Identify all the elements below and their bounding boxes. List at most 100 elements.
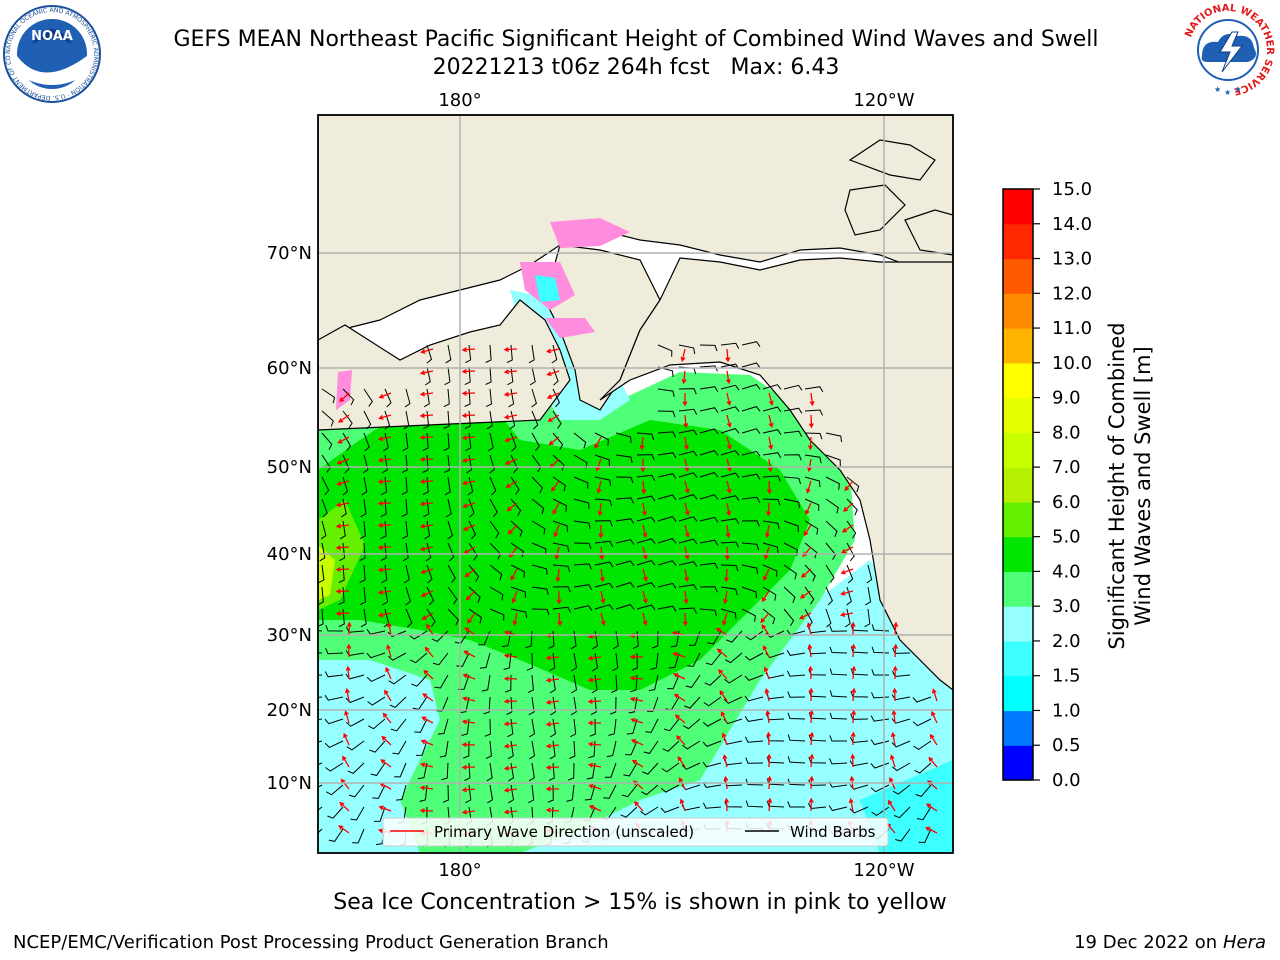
wind-barb bbox=[783, 430, 803, 437]
wind-barb bbox=[531, 498, 545, 515]
wave-direction-arrow bbox=[503, 653, 518, 659]
wave-direction-arrow bbox=[677, 755, 686, 768]
wind-barb bbox=[395, 784, 407, 801]
wave-direction-arrow bbox=[545, 807, 560, 813]
wind-barb bbox=[443, 410, 450, 429]
wind-barb bbox=[829, 690, 848, 698]
wind-barb bbox=[456, 652, 470, 667]
map-axis-labels: 180° 120°W 180° 120°W 70°N 60°N 50°N 40°… bbox=[267, 90, 915, 881]
wave-direction-arrow bbox=[630, 717, 644, 724]
wave-direction-arrow bbox=[420, 568, 434, 575]
colorbar-tick-label: 2.0 bbox=[1052, 631, 1081, 652]
wave-direction-arrow bbox=[808, 436, 813, 451]
wind-barb bbox=[461, 718, 470, 736]
wind-barb bbox=[741, 341, 761, 347]
wind-barb bbox=[657, 538, 677, 544]
wave-direction-arrow bbox=[511, 590, 518, 604]
wave-direction-arrow bbox=[768, 392, 774, 406]
wind-barb bbox=[360, 498, 367, 518]
wave-direction-arrow bbox=[724, 797, 730, 812]
wind-barb bbox=[417, 762, 428, 780]
wave-direction-arrow bbox=[726, 458, 732, 472]
wind-barb bbox=[871, 806, 890, 817]
colorbar-segment bbox=[1003, 536, 1033, 573]
wind-barb bbox=[640, 806, 659, 816]
wind-barb bbox=[510, 476, 520, 495]
wave-direction-arrow bbox=[512, 612, 518, 627]
wind-barb bbox=[912, 696, 932, 703]
wind-barb bbox=[657, 605, 677, 612]
wave-direction-arrow bbox=[842, 502, 854, 512]
wind-barb bbox=[359, 520, 366, 540]
wave-direction-arrow bbox=[464, 568, 476, 578]
wave-direction-arrow bbox=[726, 414, 732, 428]
wind-barb bbox=[684, 696, 701, 709]
wind-barb bbox=[594, 561, 614, 568]
wind-barb bbox=[529, 718, 536, 738]
wind-barb bbox=[338, 586, 345, 605]
wave-direction-arrow bbox=[673, 693, 686, 702]
wave-direction-arrow bbox=[766, 731, 772, 746]
wave-direction-arrow bbox=[419, 391, 434, 397]
wave-direction-arrow bbox=[461, 787, 476, 793]
wind-barb bbox=[321, 476, 330, 496]
wave-direction-arrow bbox=[587, 677, 602, 683]
noaa-logo-text: NOAA bbox=[31, 29, 73, 44]
graticule bbox=[318, 115, 953, 853]
wave-direction-arrow bbox=[421, 716, 434, 724]
wave-direction-arrow bbox=[335, 545, 350, 551]
wind-barb bbox=[668, 652, 680, 669]
wave-direction-arrow bbox=[377, 479, 392, 485]
wave-direction-arrow bbox=[339, 392, 350, 403]
wave-direction-arrow bbox=[765, 709, 771, 724]
wave-direction-arrow bbox=[600, 612, 606, 626]
wave-direction-arrow bbox=[587, 741, 602, 747]
wind-barb bbox=[586, 762, 596, 780]
wave-direction-arrow bbox=[461, 696, 476, 702]
wave-direction-arrow bbox=[505, 480, 518, 488]
colorbar-tick-label: 15.0 bbox=[1052, 179, 1092, 200]
colorbar-label-line-2: Wind Waves and Swell [m] bbox=[1131, 346, 1155, 626]
colorbar-tick-label: 14.0 bbox=[1052, 214, 1092, 235]
wind-barb bbox=[741, 496, 761, 503]
wind-barb bbox=[741, 428, 761, 434]
wind-barb bbox=[552, 606, 572, 613]
wind-barb bbox=[321, 388, 336, 404]
wave-direction-arrow bbox=[461, 347, 476, 353]
wind-barb bbox=[699, 428, 719, 435]
wind-barb bbox=[660, 784, 680, 793]
wave-direction-arrow bbox=[596, 480, 602, 495]
wind-barb bbox=[479, 652, 491, 669]
wave-direction-arrow bbox=[461, 719, 476, 725]
wind-barb bbox=[744, 674, 764, 681]
wind-barb bbox=[615, 604, 635, 610]
wave-direction-arrow bbox=[420, 348, 434, 354]
wind-barb bbox=[678, 429, 698, 436]
wave-direction-arrow bbox=[767, 797, 773, 812]
wind-barb bbox=[825, 454, 841, 467]
wind-barb bbox=[611, 674, 618, 693]
wave-direction-arrow bbox=[335, 611, 350, 616]
wind-barb bbox=[526, 652, 533, 671]
wave-direction-arrow bbox=[684, 502, 690, 516]
wave-direction-arrow bbox=[799, 590, 812, 599]
wind-barb bbox=[403, 410, 410, 430]
wave-direction-arrow bbox=[587, 762, 602, 768]
wind-barb bbox=[531, 564, 548, 575]
wave-direction-arrow bbox=[462, 673, 476, 680]
wind-barb bbox=[804, 586, 815, 605]
wind-barb bbox=[442, 784, 449, 803]
wind-barb bbox=[573, 563, 592, 570]
wind-barb bbox=[401, 454, 408, 474]
wave-direction-arrow bbox=[507, 524, 518, 535]
wind-barb bbox=[414, 718, 428, 733]
wave-direction-arrow bbox=[848, 797, 854, 812]
wind-barb bbox=[380, 498, 387, 518]
wind-barb bbox=[569, 740, 576, 759]
wind-barb bbox=[699, 586, 718, 593]
wave-direction-arrow bbox=[419, 434, 434, 440]
wave-direction-arrow bbox=[809, 731, 815, 746]
wind-barb bbox=[419, 784, 428, 802]
wind-barb bbox=[829, 712, 848, 720]
wave-direction-arrow bbox=[928, 756, 938, 768]
